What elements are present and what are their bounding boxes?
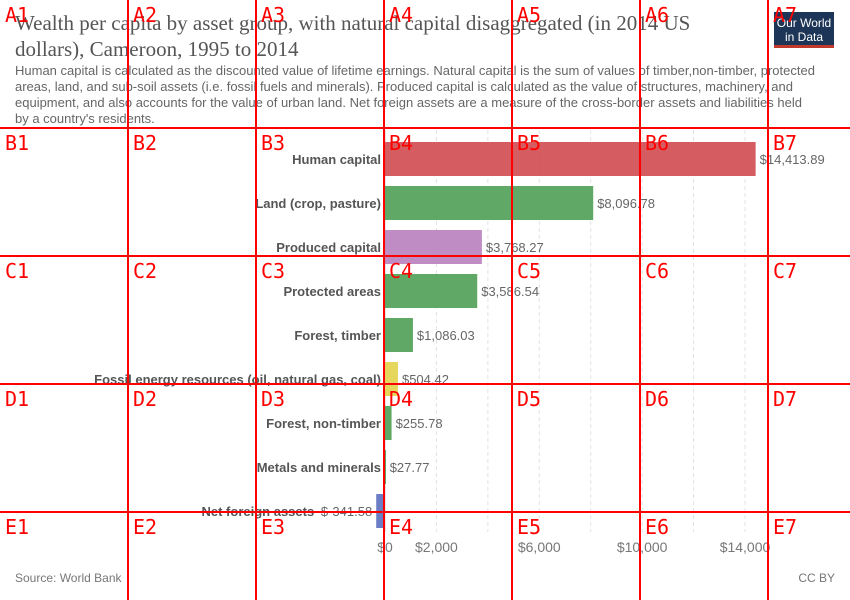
license-label[interactable]: CC BY — [798, 571, 835, 585]
value-label: $8,096.78 — [597, 196, 655, 211]
category-label: Metals and minerals — [257, 460, 381, 475]
value-label: $1,086.03 — [417, 328, 475, 343]
x-tick-label: $0 — [377, 539, 393, 555]
bar — [385, 318, 413, 352]
x-tick-label: $10,000 — [617, 539, 668, 555]
bar — [376, 494, 385, 528]
category-label: Net foreign assets — [202, 504, 315, 519]
value-label: $3,586.54 — [481, 284, 539, 299]
category-label: Protected areas — [283, 284, 381, 299]
value-label: $14,413.89 — [760, 152, 825, 167]
x-tick-label: $14,000 — [720, 539, 771, 555]
category-label: Forest, non-timber — [266, 416, 381, 431]
bar — [385, 142, 756, 176]
chart-subtitle: Human capital is calculated as the disco… — [15, 63, 815, 126]
bar — [385, 274, 478, 308]
category-label: Produced capital — [276, 240, 381, 255]
value-label: $27.77 — [390, 460, 430, 475]
bar — [385, 362, 398, 396]
bar — [385, 406, 392, 440]
source-note[interactable]: Source: World Bank — [15, 571, 122, 585]
category-label: Fossil energy resources (oil, natural ga… — [94, 372, 381, 387]
bar — [385, 186, 594, 220]
chart-title: Wealth per capita by asset group, with n… — [15, 11, 691, 61]
value-label: $-341.58 — [321, 504, 372, 519]
value-label: $504.42 — [402, 372, 449, 387]
bar-chart: Human capital $14,413.89 Land (crop, pastu… — [94, 130, 825, 555]
bar — [385, 450, 386, 484]
category-label: Forest, timber — [294, 328, 381, 343]
category-label: Land (crop, pasture) — [255, 196, 381, 211]
x-tick-label: $6,000 — [518, 539, 561, 555]
bar — [385, 230, 482, 264]
owid-logo[interactable]: Our World in Data — [774, 12, 834, 48]
category-label: Human capital — [292, 152, 381, 167]
value-label: $255.78 — [396, 416, 443, 431]
value-label: $3,768.27 — [486, 240, 544, 255]
x-tick-label: $2,000 — [415, 539, 458, 555]
